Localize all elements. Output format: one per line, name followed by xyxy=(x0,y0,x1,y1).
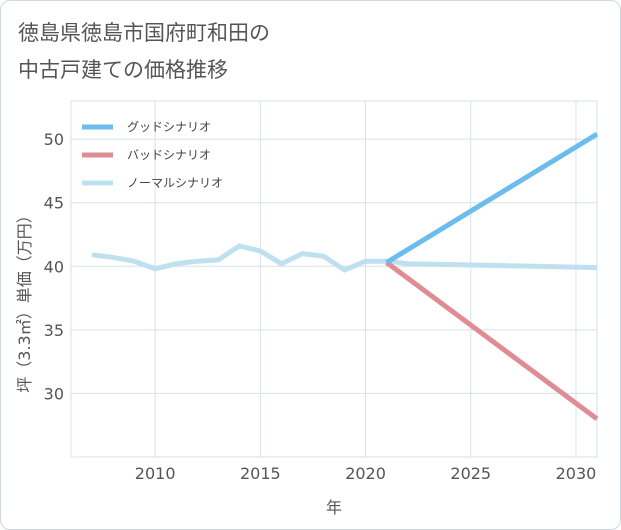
chart-title: 徳島県徳島市国府町和田の 中古戸建ての価格推移 xyxy=(18,21,270,82)
y-tick-label: 50 xyxy=(44,130,64,149)
series-line-normal xyxy=(91,243,598,273)
y-tick-label: 45 xyxy=(44,194,64,213)
x-axis-ticks: 2010 2015 2020 2025 2030 xyxy=(135,464,597,483)
grid xyxy=(70,100,598,458)
series-line-good xyxy=(385,131,599,265)
legend-label-normal: ノーマルシナリオ xyxy=(127,176,223,190)
x-axis-label: 年 xyxy=(326,498,342,517)
x-tick-label: 2025 xyxy=(450,464,491,483)
series-line-bad xyxy=(385,260,599,421)
y-axis-ticks: 30 35 40 45 50 xyxy=(44,130,64,403)
y-tick-label: 35 xyxy=(44,321,64,340)
plot-area-border xyxy=(70,100,598,458)
y-tick-label: 30 xyxy=(44,384,64,403)
y-axis-label: 坪（3.3㎡）単価（万円） xyxy=(15,207,34,392)
legend-label-good: グッドシナリオ xyxy=(127,120,211,134)
x-tick-label: 2030 xyxy=(556,464,597,483)
x-tick-label: 2010 xyxy=(135,464,176,483)
x-tick-label: 2020 xyxy=(345,464,386,483)
y-tick-label: 40 xyxy=(44,257,64,276)
legend-label-bad: バッドシナリオ xyxy=(127,148,211,162)
series-lines xyxy=(91,131,599,421)
x-tick-label: 2015 xyxy=(240,464,281,483)
